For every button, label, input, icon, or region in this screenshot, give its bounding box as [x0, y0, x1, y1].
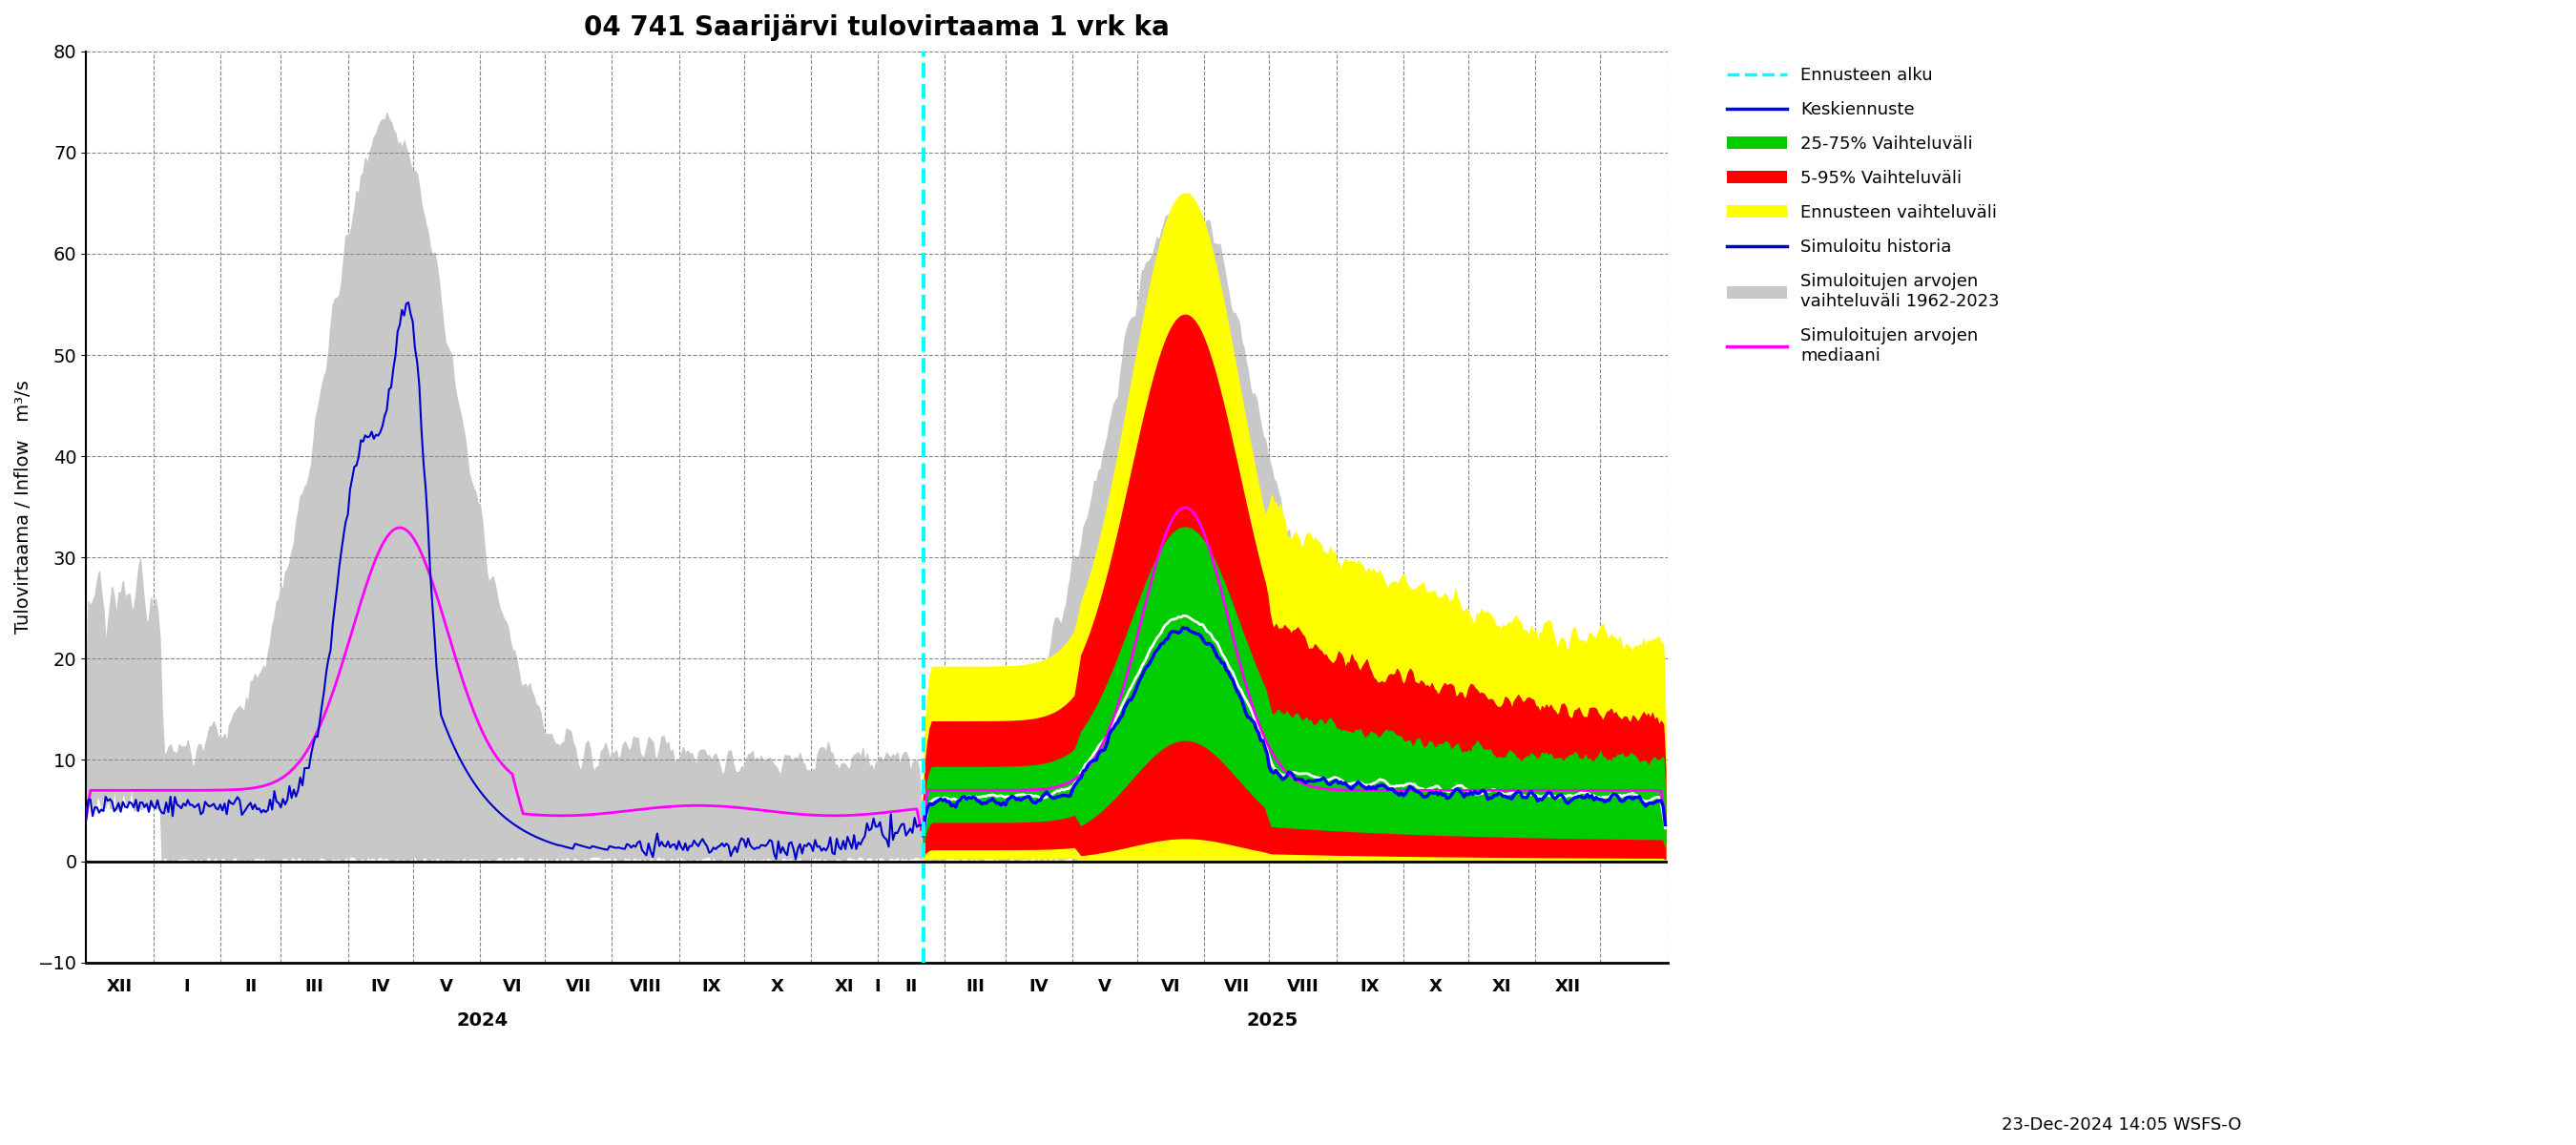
- Text: V: V: [440, 978, 453, 995]
- Text: IX: IX: [1360, 978, 1381, 995]
- Legend: Ennusteen alku, Keskiennuste, 25-75% Vaihteluväli, 5-95% Vaihteluväli, Ennusteen: Ennusteen alku, Keskiennuste, 25-75% Vai…: [1721, 60, 2007, 371]
- Text: V: V: [1097, 978, 1113, 995]
- Text: VI: VI: [502, 978, 523, 995]
- Text: II: II: [904, 978, 917, 995]
- Title: 04 741 Saarijärvi tulovirtaama 1 vrk ka: 04 741 Saarijärvi tulovirtaama 1 vrk ka: [585, 14, 1170, 41]
- Text: 23-Dec-2024 14:05 WSFS-O: 23-Dec-2024 14:05 WSFS-O: [2002, 1116, 2241, 1134]
- Text: XI: XI: [835, 978, 855, 995]
- Text: XII: XII: [1556, 978, 1582, 995]
- Text: III: III: [304, 978, 325, 995]
- Text: VIII: VIII: [629, 978, 662, 995]
- Y-axis label: Tulovirtaama / Inflow   m³/s: Tulovirtaama / Inflow m³/s: [15, 380, 33, 633]
- Text: X: X: [1430, 978, 1443, 995]
- Text: VII: VII: [564, 978, 592, 995]
- Text: 2025: 2025: [1247, 1011, 1298, 1029]
- Text: VII: VII: [1224, 978, 1249, 995]
- Text: 2024: 2024: [456, 1011, 507, 1029]
- Text: IV: IV: [371, 978, 389, 995]
- Text: IV: IV: [1030, 978, 1048, 995]
- Text: IX: IX: [701, 978, 721, 995]
- Text: VIII: VIII: [1288, 978, 1319, 995]
- Text: XII: XII: [106, 978, 131, 995]
- Text: I: I: [876, 978, 881, 995]
- Text: XI: XI: [1492, 978, 1512, 995]
- Text: III: III: [966, 978, 984, 995]
- Text: X: X: [770, 978, 783, 995]
- Text: VI: VI: [1162, 978, 1180, 995]
- Text: I: I: [183, 978, 191, 995]
- Text: II: II: [245, 978, 258, 995]
